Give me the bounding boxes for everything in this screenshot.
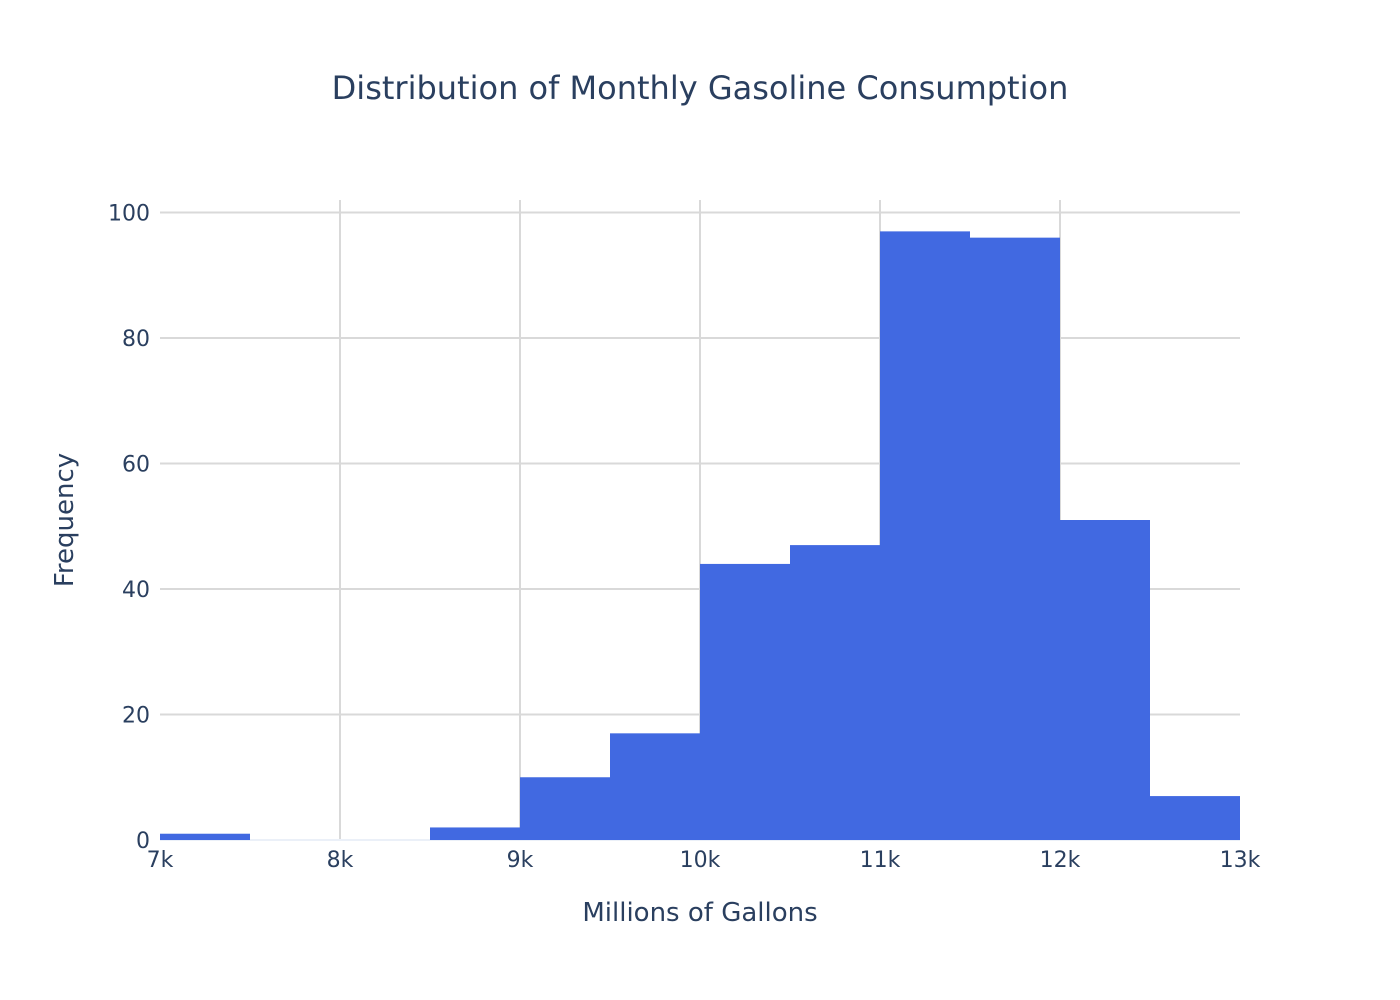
histogram-bar bbox=[1150, 796, 1240, 840]
histogram-bar bbox=[610, 733, 700, 840]
x-tick-label: 13k bbox=[1220, 848, 1261, 873]
bars-layer bbox=[160, 231, 1240, 840]
histogram-bar bbox=[970, 237, 1060, 840]
ticks-layer: 7k 8k 9k 10k 11k 12k 13k 0 20 40 60 80 100 bbox=[108, 202, 1261, 873]
histogram-bar bbox=[790, 545, 880, 840]
y-tick-label: 100 bbox=[108, 202, 150, 227]
y-tick-label: 60 bbox=[122, 453, 150, 478]
histogram-bar bbox=[160, 833, 250, 840]
x-tick-label: 8k bbox=[327, 848, 354, 873]
x-axis-label: Millions of Gallons bbox=[582, 898, 817, 928]
chart-title: Distribution of Monthly Gasoline Consump… bbox=[332, 69, 1069, 107]
y-tick-label: 40 bbox=[122, 578, 150, 603]
x-tick-label: 7k bbox=[147, 848, 174, 873]
x-tick-label: 9k bbox=[507, 848, 534, 873]
histogram-bar bbox=[520, 777, 610, 840]
y-axis-label: Frequency bbox=[50, 453, 80, 587]
histogram-bar bbox=[880, 231, 970, 840]
y-tick-label: 80 bbox=[122, 327, 150, 352]
x-tick-label: 11k bbox=[860, 848, 901, 873]
x-tick-label: 10k bbox=[680, 848, 721, 873]
histogram-bar bbox=[700, 563, 790, 840]
histogram-bar bbox=[1060, 520, 1150, 840]
y-tick-label: 20 bbox=[122, 704, 150, 729]
histogram-bar bbox=[430, 827, 520, 840]
y-tick-label: 0 bbox=[136, 829, 150, 854]
x-tick-label: 12k bbox=[1040, 848, 1081, 873]
